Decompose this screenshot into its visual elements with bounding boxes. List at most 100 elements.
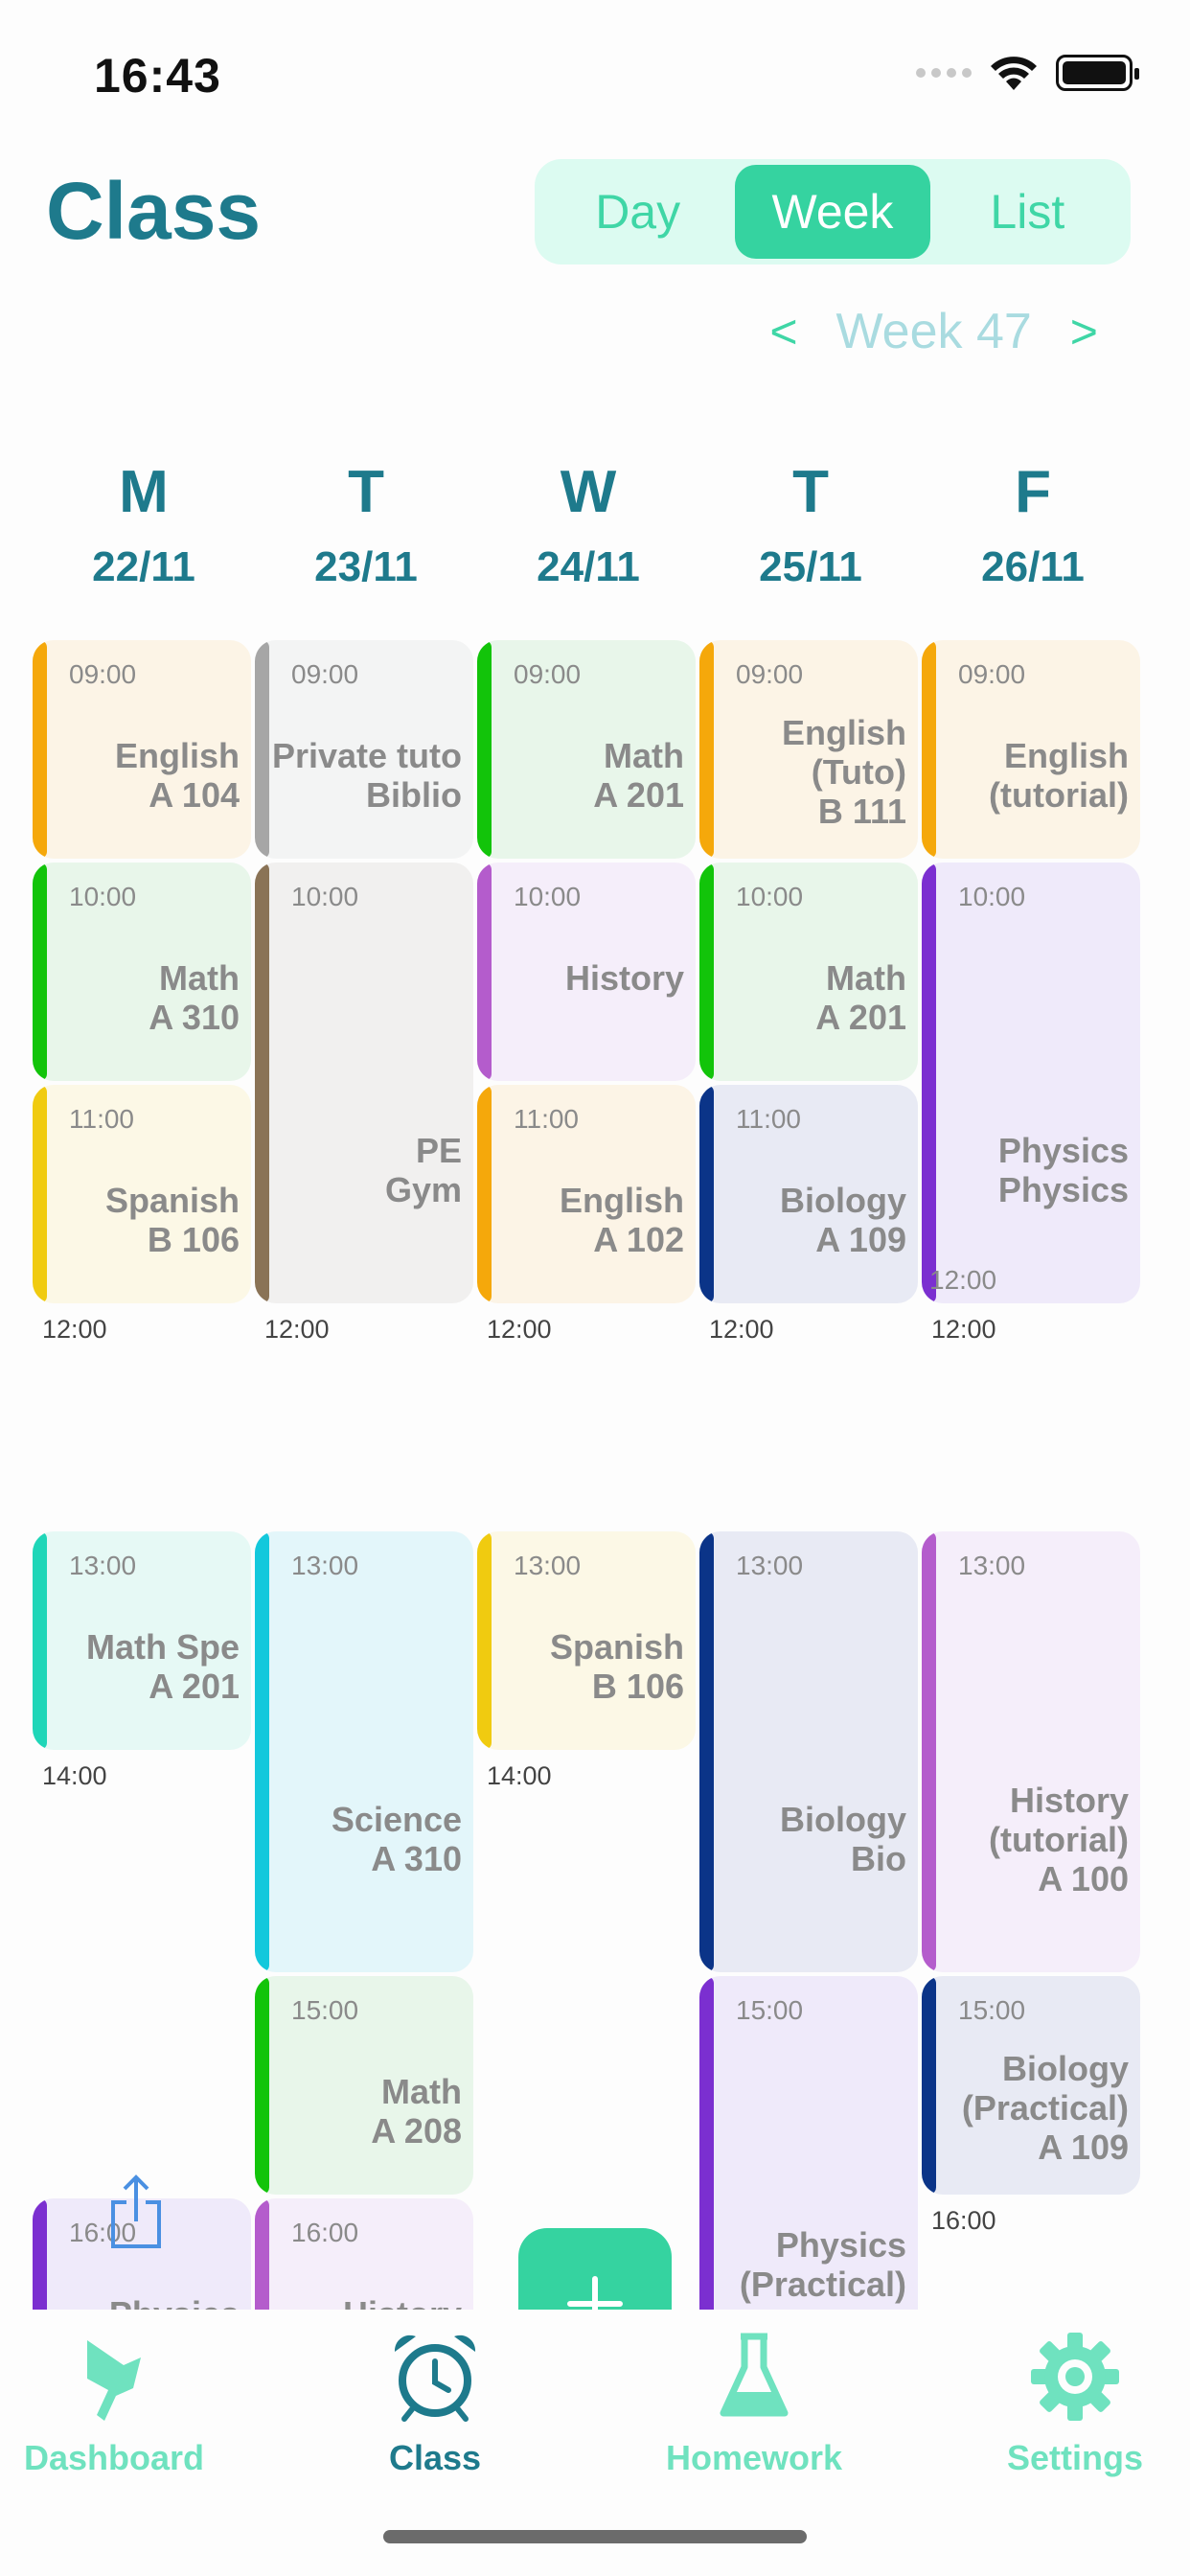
event-title: Math A 310 (149, 958, 240, 1037)
event-color-bar (699, 862, 714, 1081)
event-title: Math A 201 (815, 958, 906, 1037)
event-start-time: 13:00 (736, 1551, 804, 1580)
class-event[interactable]: 13:00 Spanish B 106 (477, 1531, 696, 1750)
event-color-bar (477, 640, 492, 859)
event-color-bar (477, 862, 492, 1081)
event-color-bar (33, 640, 47, 859)
event-start-time: 10:00 (736, 882, 804, 911)
event-color-bar (33, 1085, 47, 1303)
day-letter: W (560, 459, 617, 525)
event-start-time: 13:00 (514, 1551, 582, 1580)
day-header: F 26/11 (922, 458, 1144, 591)
event-start-time: 11:00 (736, 1104, 801, 1134)
event-start-time: 15:00 (736, 1995, 804, 2025)
event-title: Math A 201 (593, 736, 684, 815)
event-color-bar (477, 1085, 492, 1303)
event-title: History (tutorial) A 100 (989, 1781, 1129, 1898)
event-title: Biology A 109 (780, 1181, 906, 1259)
day-header: M 22/11 (33, 458, 255, 591)
event-end-label: 14:00 (487, 1761, 552, 1790)
class-event[interactable]: 10:00 PE Gym (255, 862, 473, 1303)
week-label: Week 47 (835, 304, 1032, 359)
class-event[interactable]: 13:00 Math Spe A 201 (33, 1531, 251, 1750)
prev-week-button[interactable]: < (769, 305, 798, 358)
event-title: History (564, 958, 684, 998)
class-event[interactable]: 16:00 Physics (33, 2198, 251, 2310)
event-color-bar (255, 1531, 269, 1972)
day-header: T 23/11 (255, 458, 477, 591)
class-event[interactable]: 10:00 History (477, 862, 696, 1081)
share-icon[interactable] (107, 2174, 165, 2250)
event-title: Private tuto Biblio (271, 736, 462, 815)
event-title: Biology (Practical) A 109 (961, 2049, 1129, 2167)
class-event[interactable]: 16:00 History (255, 2198, 473, 2310)
event-end-label: 12:00 (931, 1315, 996, 1344)
class-event[interactable]: 09:00 English A 104 (33, 640, 251, 859)
event-title: English (Tuto) B 111 (781, 713, 906, 831)
class-event[interactable]: 10:00 Math A 201 (699, 862, 918, 1081)
event-start-time: 16:00 (291, 2218, 359, 2247)
tab-class[interactable]: Class (315, 2329, 555, 2478)
day-header: W 24/11 (477, 458, 699, 591)
day-date: 25/11 (759, 543, 862, 590)
event-start-time: 09:00 (69, 659, 137, 689)
alarm-clock-icon (394, 2334, 476, 2422)
flag-icon (87, 2340, 141, 2421)
event-title: Spanish B 106 (104, 1181, 240, 1259)
day-header: T 25/11 (699, 458, 922, 591)
event-end-label: 14:00 (42, 1761, 107, 1790)
class-event[interactable]: 11:00 Spanish B 106 (33, 1085, 251, 1303)
event-start-time: 13:00 (69, 1551, 137, 1580)
class-event[interactable]: 13:00 History (tutorial) A 100 (922, 1531, 1140, 1972)
event-title: English A 102 (559, 1181, 684, 1259)
week-calendar: 09:00 English A 104 10:00 Math A 310 11:00 Sp… (33, 640, 1140, 2310)
next-week-button[interactable]: > (1069, 305, 1098, 358)
event-end-time: 12:00 (929, 1265, 997, 1295)
class-event[interactable]: 09:00 English (Tuto) B 111 (699, 640, 918, 859)
segment-list[interactable]: List (990, 185, 1065, 239)
class-event[interactable]: 09:00 Math A 201 (477, 640, 696, 859)
tab-homework[interactable]: Homework (634, 2329, 874, 2478)
event-color-bar (255, 1976, 269, 2195)
day-letter: M (119, 459, 169, 525)
event-title: Science A 310 (331, 1800, 462, 1878)
event-start-time: 11:00 (514, 1104, 579, 1134)
day-letter: T (792, 459, 829, 525)
class-event[interactable]: 15:00 Math A 208 (255, 1976, 473, 2195)
event-title: Physics (Practical) Salle (739, 2225, 906, 2310)
class-event[interactable]: 13:00 Science A 310 (255, 1531, 473, 1972)
event-color-bar (255, 640, 269, 859)
class-event[interactable]: 09:00 English (tutorial) (922, 640, 1140, 859)
event-title: English A 104 (114, 736, 240, 815)
event-start-time: 09:00 (958, 659, 1026, 689)
class-event[interactable]: 15:00 Physics (Practical) Salle (699, 1976, 918, 2310)
view-segmented-control: Day Week List (535, 159, 1131, 264)
class-event[interactable]: 13:00 Biology Bio (699, 1531, 918, 1972)
event-color-bar (699, 1531, 714, 1972)
status-icons (916, 54, 1139, 92)
day-date: 23/11 (314, 543, 418, 590)
battery-icon (1056, 55, 1139, 91)
event-end-label: 12:00 (709, 1315, 774, 1344)
event-start-time: 10:00 (514, 882, 582, 911)
segment-week[interactable]: Week (735, 165, 930, 259)
class-event[interactable]: 11:00 English A 102 (477, 1085, 696, 1303)
tab-settings[interactable]: Settings (955, 2329, 1190, 2478)
event-title: Biology Bio (780, 1800, 906, 1878)
week-navigator: < Week 47 > (769, 303, 1098, 360)
event-color-bar (922, 640, 936, 859)
class-event[interactable]: 10:00 Physics Physics 12:00 (922, 862, 1140, 1303)
class-event[interactable]: 10:00 Math A 310 (33, 862, 251, 1081)
class-event[interactable]: 15:00 Biology (Practical) A 109 (922, 1976, 1140, 2195)
class-event[interactable]: 09:00 Private tuto Biblio (255, 640, 473, 859)
flask-icon (720, 2333, 789, 2417)
event-title: Math Spe A 201 (85, 1627, 240, 1706)
event-title: Physics Physics (997, 1131, 1129, 1209)
segment-day[interactable]: Day (595, 185, 681, 239)
event-start-time: 13:00 (958, 1551, 1026, 1580)
class-event[interactable]: 11:00 Biology A 109 (699, 1085, 918, 1303)
event-title: History (343, 2294, 462, 2310)
day-date: 24/11 (537, 543, 640, 590)
event-title: Math A 208 (371, 2072, 462, 2150)
tab-dashboard[interactable]: Dashboard (0, 2329, 234, 2478)
